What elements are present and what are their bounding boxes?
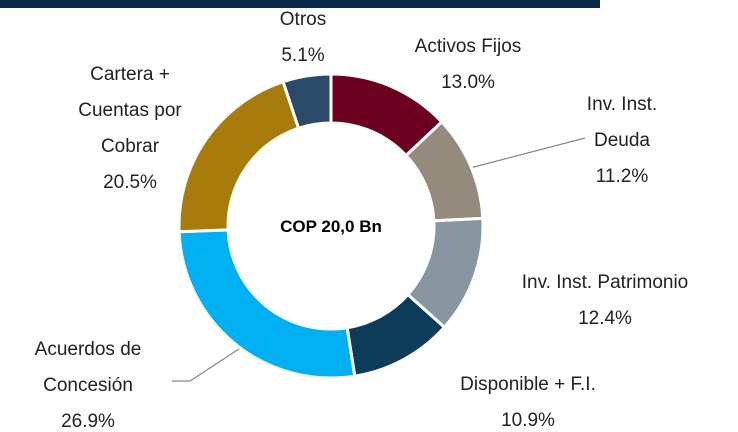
center-label: COP 20,0 Bn <box>280 217 382 236</box>
category-label: Acuerdos de Concesión <box>34 339 142 396</box>
slice-label: Inv. Inst. Deuda 11.2% <box>567 87 677 195</box>
value-label: 12.4% <box>578 308 632 329</box>
category-label: Inv. Inst. Patrimonio <box>521 272 689 293</box>
slice-label: Disponible + F.I. 10.9% <box>408 367 648 432</box>
value-label: 11.2% <box>595 166 649 187</box>
leader-line <box>172 344 246 382</box>
header-bar <box>0 0 600 8</box>
value-label: 26.9% <box>61 411 115 432</box>
slice <box>177 228 357 380</box>
category-label: Otros <box>279 9 327 30</box>
value-label: 20.5% <box>103 172 157 193</box>
slice-label: Cartera + Cuentas por Cobrar 20.5% <box>65 57 195 201</box>
category-label: Inv. Inst. Deuda <box>586 94 658 151</box>
slice-label: Activos Fijos 13.0% <box>358 29 578 101</box>
value-label: 5.1% <box>281 45 325 66</box>
slice-label: Acuerdos de Concesión 26.9% <box>18 332 158 432</box>
category-label: Disponible + F.I. <box>460 374 596 395</box>
value-label: 13.0% <box>441 72 495 93</box>
slice-label: Inv. Inst. Patrimonio 12.4% <box>475 265 735 337</box>
category-label: Activos Fijos <box>414 36 522 57</box>
leader-line <box>469 137 586 169</box>
value-label: 10.9% <box>501 410 555 431</box>
category-label: Cartera + Cuentas por Cobrar <box>78 64 182 157</box>
slice <box>281 72 333 131</box>
slice <box>177 79 301 234</box>
slice-label: Otros 5.1% <box>243 2 363 74</box>
